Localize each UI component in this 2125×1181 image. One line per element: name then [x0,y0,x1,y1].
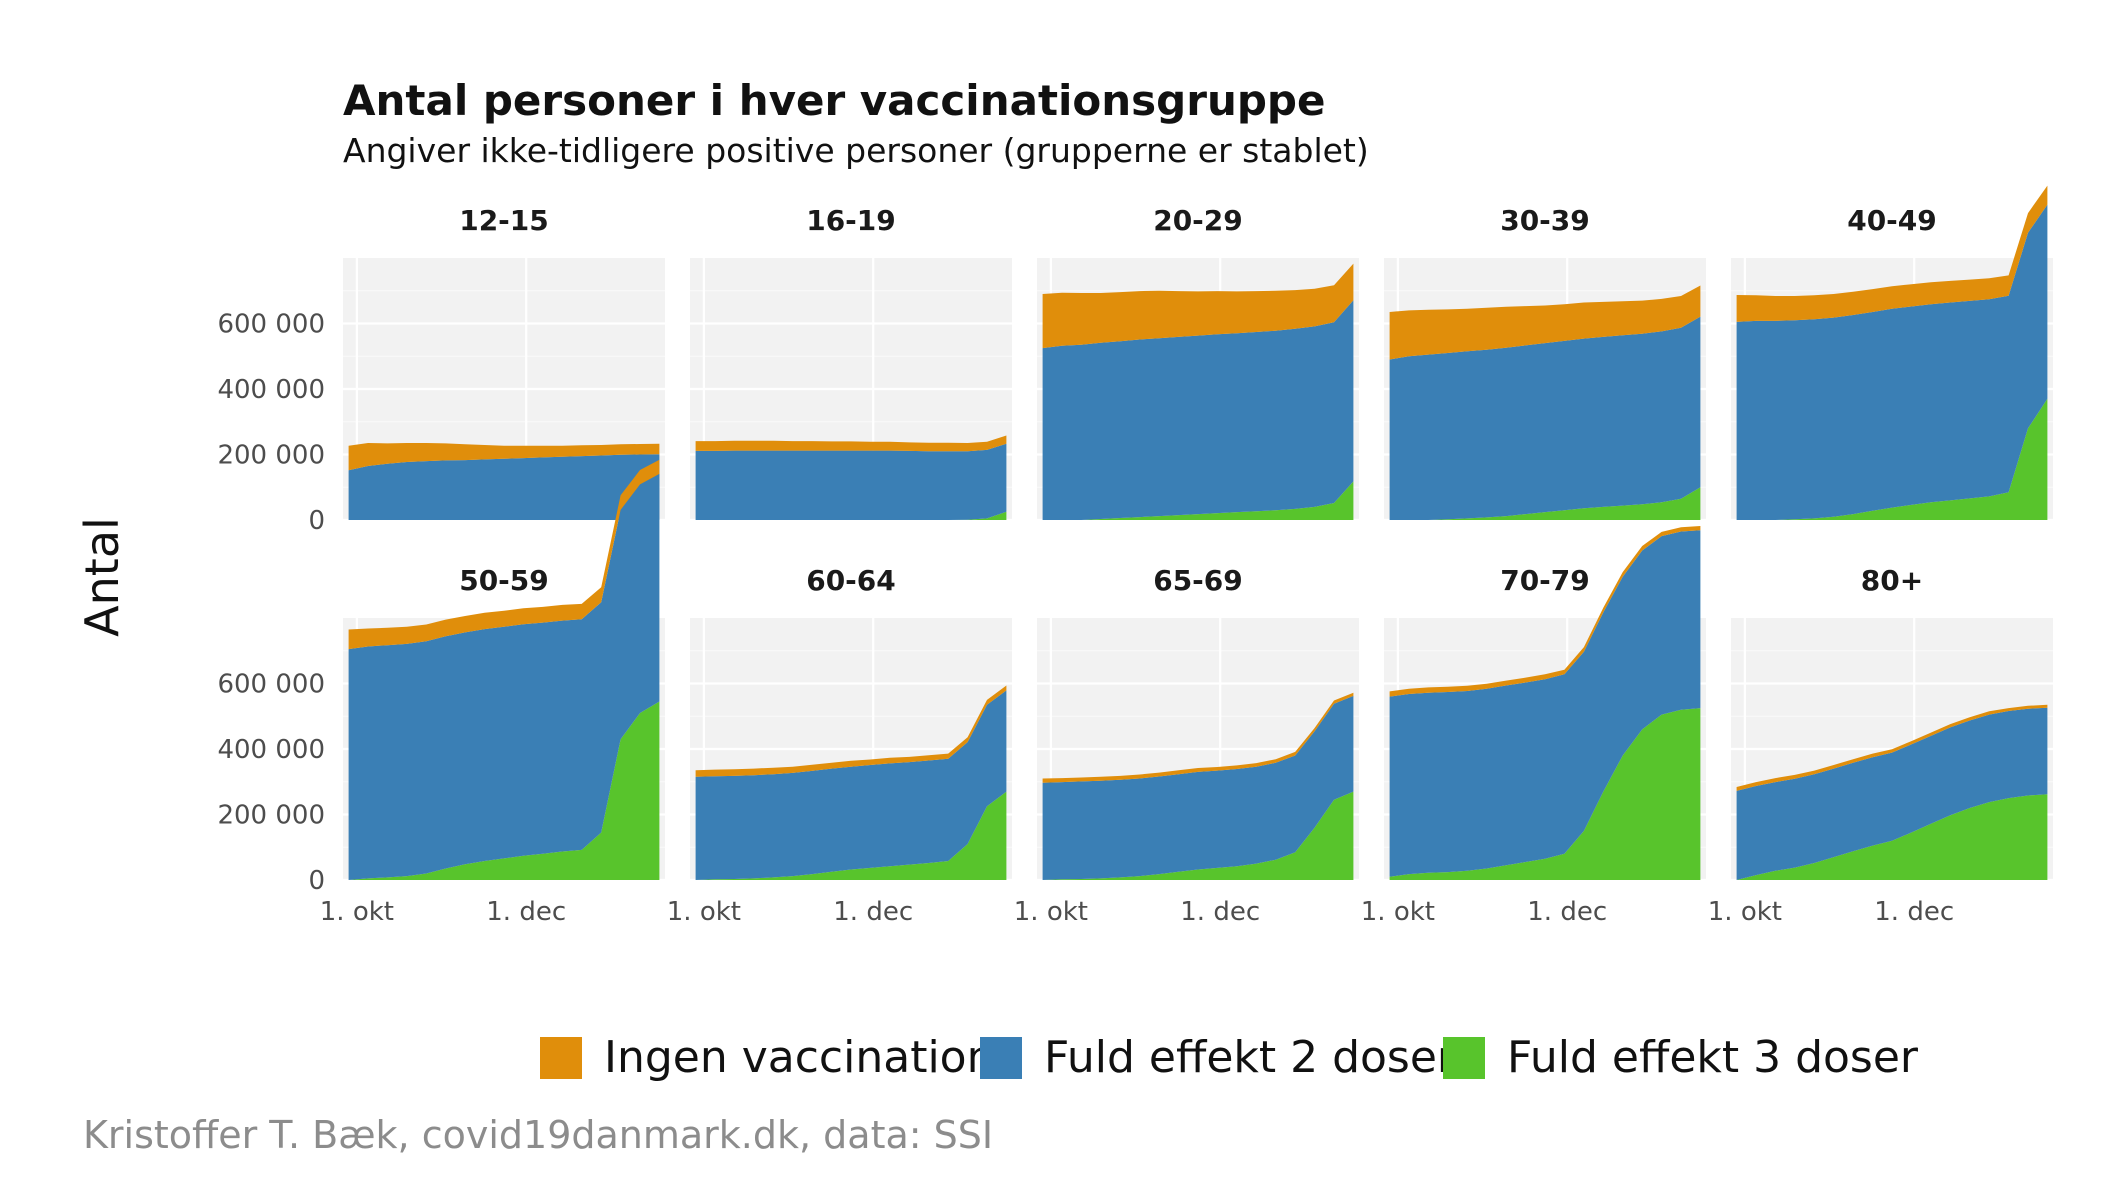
y-tick-label: 400 000 [217,375,325,405]
chart-subtitle: Angiver ikke-tidligere positive personer… [343,131,1369,170]
area-to [1736,204,2048,520]
area-tre [1389,487,1701,520]
panel-strip-label: 40-49 [1847,204,1937,237]
x-tick-label: 1. okt [1361,897,1435,927]
y-tick-label: 200 000 [217,441,325,471]
y-tick-label: 400 000 [217,735,325,765]
panel-strip-label: 12-15 [459,204,549,237]
facet-panel-30-39: 30-39 [1384,204,1706,522]
legend-key-ingen [540,1037,582,1079]
legend: Ingen vaccination Fuld effekt 2 doser Fuld… [540,1032,1919,1083]
x-tick-label: 1. okt [667,897,741,927]
facet-panel-50-59: 50-59 0 200 000 400 000 600 000 1. okt 1. dec [217,459,665,927]
area-ingen [1736,185,2048,322]
area-tre [348,701,660,880]
x-tick-label: 1. dec [833,897,913,927]
panel-strip-label: 16-19 [806,204,896,237]
area-to [1736,707,2048,880]
area-to [695,443,1007,520]
panel-strip-label: 20-29 [1153,204,1243,237]
x-tick-label: 1. dec [1180,897,1260,927]
area-tre [1042,791,1354,880]
legend-key-to [980,1037,1022,1079]
facet-panel-20-29: 20-29 [1037,204,1359,522]
area-ingen [1042,692,1354,783]
area-tre [695,791,1007,880]
y-axis-label: Antal [75,517,129,637]
area-to [1042,695,1354,880]
panel-strip-label: 60-64 [806,564,896,597]
facet-panel-70-79: 70-79 1. okt 1. dec [1361,526,1706,927]
x-tick-label: 1. dec [1527,897,1607,927]
y-tick-label: 0 [308,866,325,896]
area-tre [1042,481,1354,520]
panel-strip-label: 80+ [1861,564,1923,597]
area-ingen [1736,704,2048,791]
area-to [1389,530,1701,877]
panel-strip-label: 65-69 [1153,564,1243,597]
panel-strip-label: 50-59 [459,564,549,597]
caption: Kristoffer T. Bæk, covid19danmark.dk, da… [83,1113,993,1157]
area-ingen [348,459,660,650]
panel-strip-label: 70-79 [1500,564,1590,597]
x-tick-label: 1. dec [486,897,566,927]
area-to [1389,316,1701,520]
area-ingen [695,435,1007,452]
area-to [348,454,660,520]
x-tick-label: 1. okt [1014,897,1088,927]
y-tick-label: 200 000 [217,801,325,831]
area-ingen [348,443,660,471]
area-ingen [1042,263,1354,349]
legend-label-to: Fuld effekt 2 doser [1044,1032,1456,1083]
facet-panels: 12-15 0 200 000 400 000 600 000 16-19 20-29 30-… [217,185,2053,927]
facet-panel-65-69: 65-69 1. okt 1. dec [1014,564,1359,927]
y-tick-label: 600 000 [217,310,325,340]
area-tre [1736,398,2048,520]
y-tick-label: 0 [308,506,325,536]
panel-strip-label: 30-39 [1500,204,1590,237]
facet-panel-12-15: 12-15 0 200 000 400 000 600 000 [217,204,665,536]
area-ingen [1389,285,1701,360]
area-to [348,473,660,880]
facet-panel-16-19: 16-19 [690,204,1012,522]
x-tick-label: 1. okt [320,897,394,927]
area-tre [1389,708,1701,880]
facet-panel-40-49: 40-49 [1731,185,2053,522]
area-to [1042,300,1354,520]
x-tick-label: 1. dec [1874,897,1954,927]
chart-title: Antal personer i hver vaccinationsgruppe [343,76,1325,125]
area-tre [1736,794,2048,880]
facet-panel-80+: 80+ 1. okt 1. dec [1708,564,2053,927]
legend-label-ingen: Ingen vaccination [604,1032,994,1083]
area-to [695,690,1007,880]
x-tick-label: 1. okt [1708,897,1782,927]
facet-panel-60-64: 60-64 1. okt 1. dec [667,564,1012,927]
legend-label-tre: Fuld effekt 3 doser [1507,1032,1919,1083]
legend-key-tre [1443,1037,1485,1079]
y-tick-label: 600 000 [217,670,325,700]
